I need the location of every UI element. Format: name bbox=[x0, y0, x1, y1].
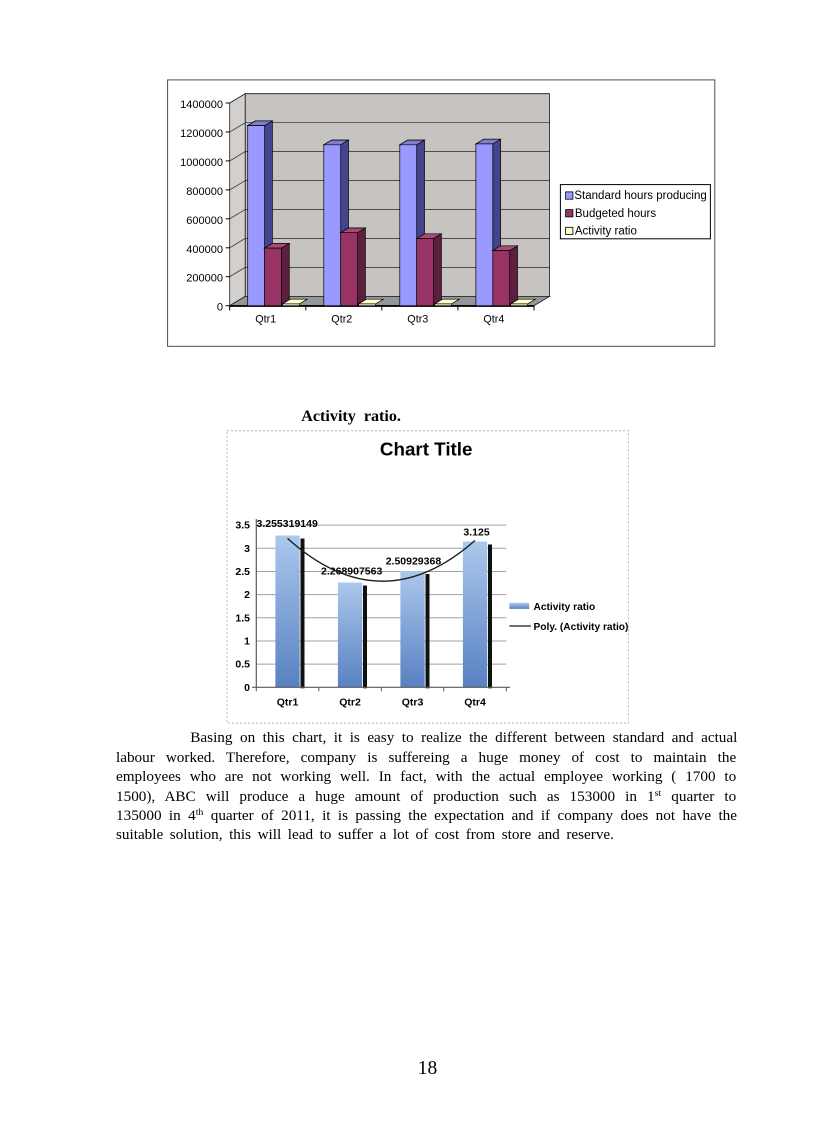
svg-text:0: 0 bbox=[244, 682, 250, 694]
svg-text:1000000: 1000000 bbox=[180, 157, 223, 169]
svg-text:Activity ratio: Activity ratio bbox=[575, 226, 637, 238]
svg-text:Qtr2: Qtr2 bbox=[331, 314, 352, 326]
svg-text:1200000: 1200000 bbox=[180, 128, 223, 140]
svg-text:Qtr2: Qtr2 bbox=[339, 697, 361, 709]
svg-text:Budgeted hours: Budgeted hours bbox=[575, 208, 656, 220]
svg-text:Standard hours producing: Standard hours producing bbox=[574, 190, 706, 202]
svg-text:Poly. (Activity ratio): Poly. (Activity ratio) bbox=[534, 622, 629, 633]
svg-text:400000: 400000 bbox=[186, 244, 223, 256]
svg-text:1: 1 bbox=[244, 636, 250, 648]
svg-text:Qtr3: Qtr3 bbox=[407, 314, 428, 326]
svg-text:3.125: 3.125 bbox=[463, 526, 489, 538]
svg-text:3.5: 3.5 bbox=[235, 520, 250, 532]
svg-text:Chart Title: Chart Title bbox=[380, 439, 473, 460]
svg-text:Qtr3: Qtr3 bbox=[402, 697, 424, 709]
svg-text:3: 3 bbox=[244, 543, 250, 555]
svg-text:Qtr1: Qtr1 bbox=[255, 314, 276, 326]
svg-text:1.5: 1.5 bbox=[235, 612, 250, 624]
svg-text:2.268907563: 2.268907563 bbox=[321, 566, 382, 578]
svg-text:Qtr1: Qtr1 bbox=[277, 697, 299, 709]
svg-text:3.255319149: 3.255319149 bbox=[257, 518, 318, 530]
svg-text:2.5: 2.5 bbox=[235, 566, 250, 578]
svg-text:Activity ratio: Activity ratio bbox=[534, 602, 596, 613]
svg-text:200000: 200000 bbox=[186, 273, 223, 285]
svg-text:Qtr4: Qtr4 bbox=[464, 697, 486, 709]
svg-text:0.5: 0.5 bbox=[235, 659, 250, 671]
svg-text:1400000: 1400000 bbox=[180, 99, 223, 111]
svg-text:0: 0 bbox=[217, 302, 223, 314]
svg-text:Qtr4: Qtr4 bbox=[483, 314, 504, 326]
svg-text:2: 2 bbox=[244, 589, 250, 601]
svg-text:800000: 800000 bbox=[186, 186, 223, 198]
svg-text:2.50929368: 2.50929368 bbox=[386, 556, 442, 568]
svg-text:600000: 600000 bbox=[186, 215, 223, 227]
